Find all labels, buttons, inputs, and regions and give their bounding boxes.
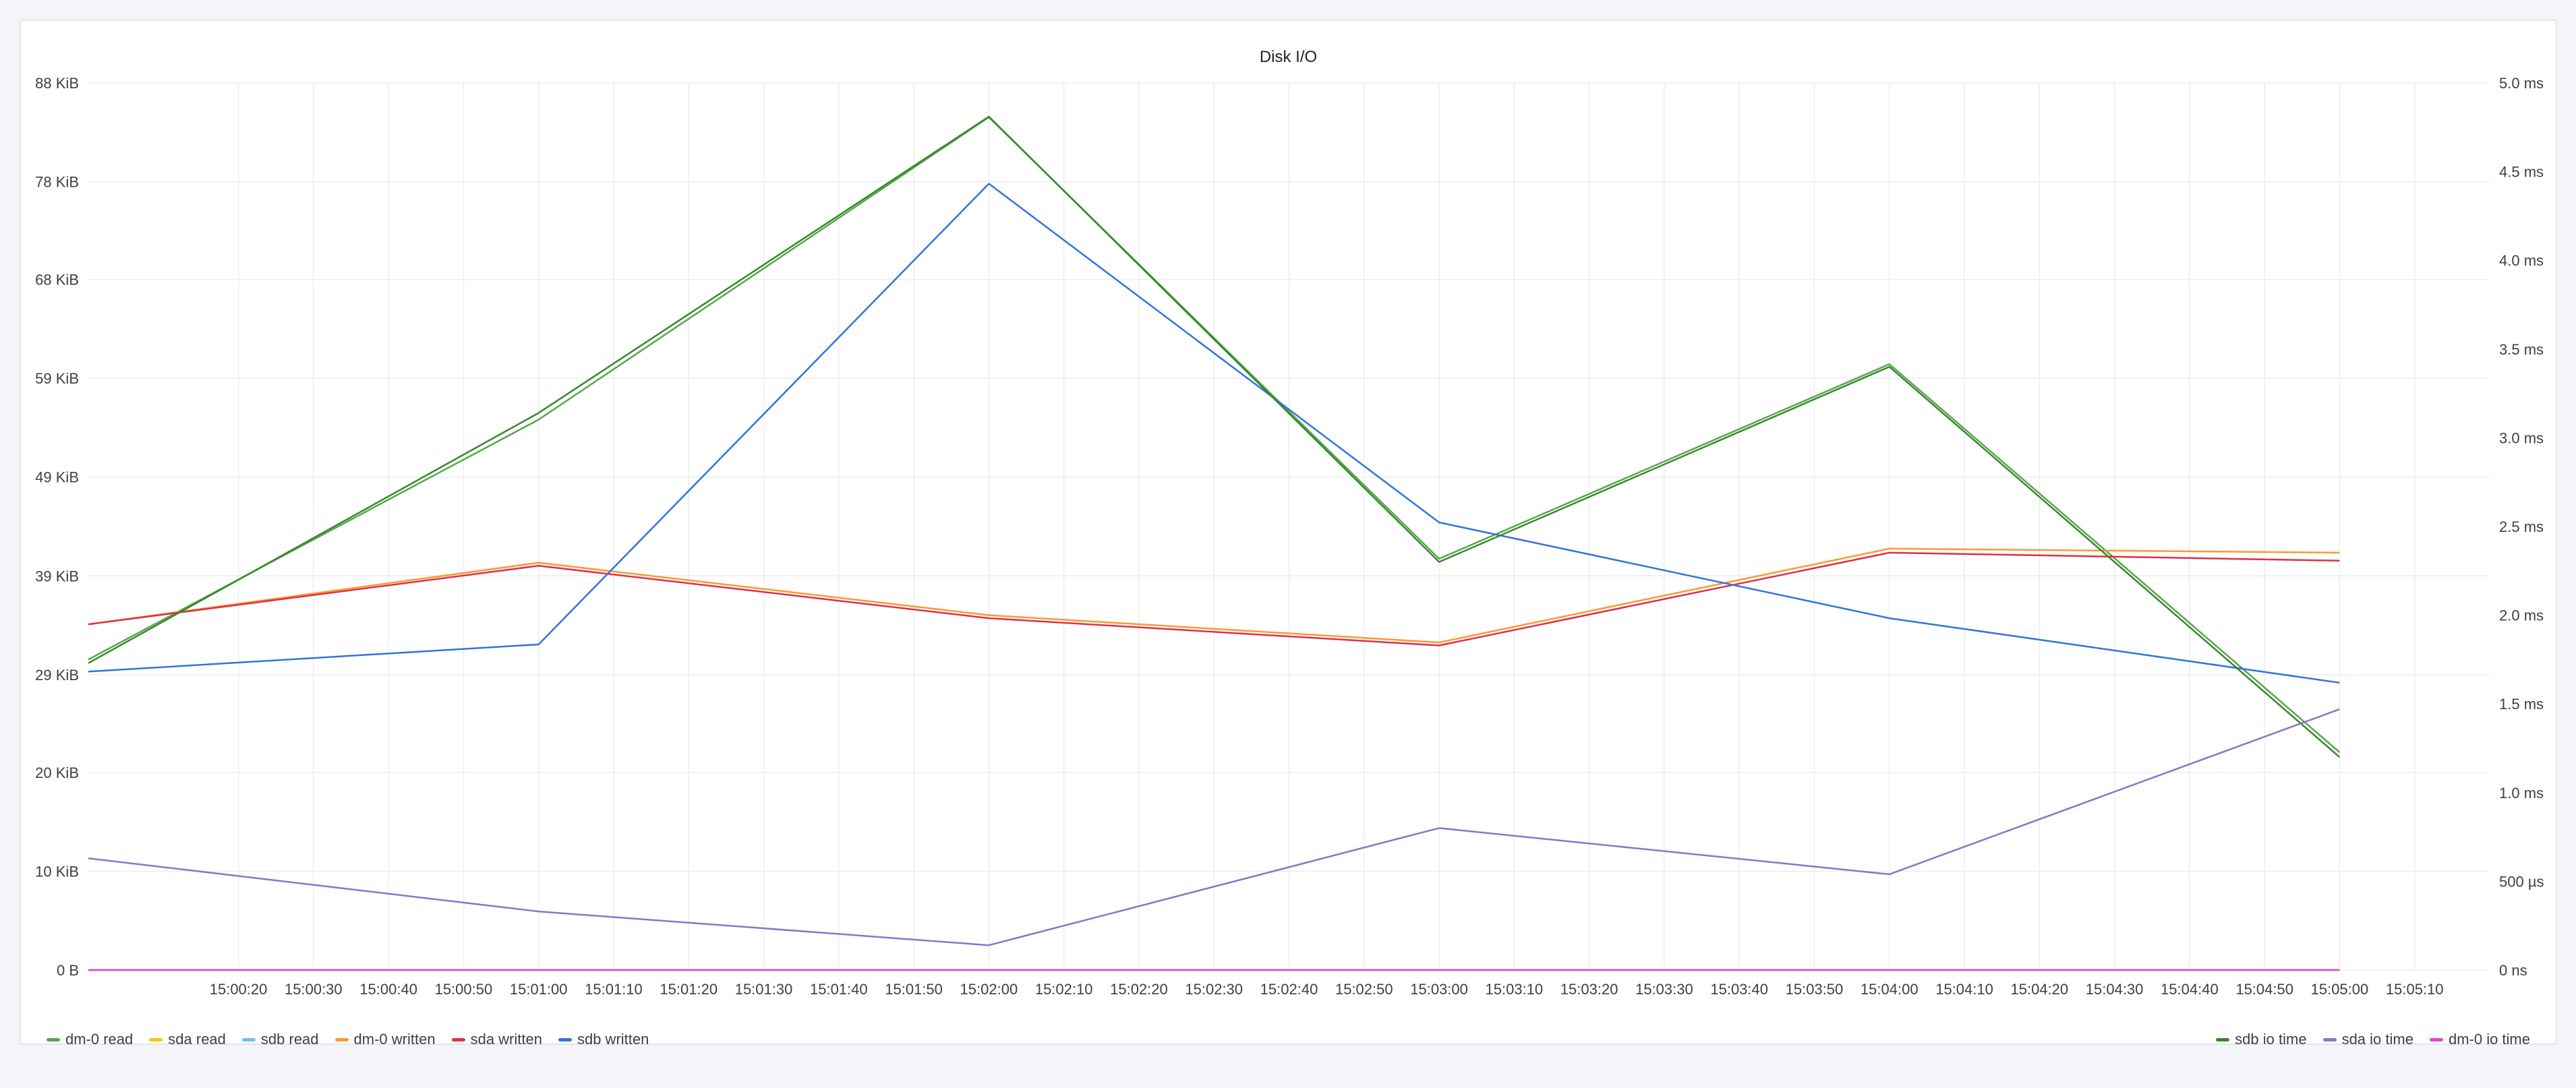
- x-tick-label: 15:04:50: [2235, 981, 2293, 998]
- y-left-tick-label: 88 KiB: [35, 75, 79, 92]
- y-left-tick-label: 10 KiB: [35, 863, 79, 880]
- x-tick-label: 15:04:20: [2010, 981, 2068, 998]
- y-left-tick-label: 59 KiB: [35, 370, 79, 387]
- legend-swatch: [2322, 1037, 2337, 1041]
- y-right-tick-label: 3.0 ms: [2499, 429, 2544, 446]
- legend-label: sda io time: [2341, 1031, 2413, 1048]
- legend-swatch: [241, 1037, 256, 1041]
- x-tick-label: 15:03:30: [1635, 981, 1693, 998]
- x-tick-label: 15:01:10: [585, 981, 643, 998]
- x-tick-label: 15:04:10: [1935, 981, 1993, 998]
- x-tick-label: 15:01:50: [885, 981, 943, 998]
- y-left-tick-label: 0 B: [57, 962, 79, 979]
- series-line-sda-io-time: [88, 708, 2340, 946]
- legend-swatch: [558, 1037, 572, 1041]
- y-right-tick-label: 0 ns: [2499, 962, 2527, 979]
- x-tick-label: 15:05:00: [2311, 981, 2369, 998]
- y-left-tick-label: 78 KiB: [35, 174, 79, 191]
- legend-item-sdb-read[interactable]: sdb read: [241, 1031, 319, 1048]
- disk-io-chart: 0 B 10 KiB 20 KiB 29 KiB 39 KiB 49 KiB 59 KiB 6…: [35, 75, 2544, 998]
- x-tick-label: 15:02:20: [1110, 981, 1168, 998]
- x-tick-label: 15:03:20: [1560, 981, 1618, 998]
- legend-label: dm-0 read: [65, 1031, 134, 1048]
- panel-title: Disk I/O: [1259, 48, 1318, 66]
- legend-swatch: [2429, 1037, 2443, 1041]
- series-line-sdb-written: [88, 183, 2340, 684]
- y-left-tick-label: 68 KiB: [35, 272, 79, 289]
- x-tick-label: 15:00:30: [285, 981, 343, 998]
- y-left-tick-label: 29 KiB: [35, 667, 79, 684]
- y-left-tick-label: 20 KiB: [35, 764, 79, 781]
- x-tick-label: 15:01:30: [735, 981, 793, 998]
- x-tick-label: 15:01:20: [660, 981, 718, 998]
- legend-label: sdb written: [577, 1031, 649, 1048]
- x-tick-label: 15:01:00: [510, 981, 568, 998]
- legend-label: sda written: [470, 1031, 542, 1048]
- y-right-tick-label: 4.0 ms: [2499, 252, 2544, 269]
- x-tick-label: 15:00:50: [435, 981, 493, 998]
- legend-swatch: [47, 1037, 60, 1041]
- x-tick-label: 15:02:50: [1335, 981, 1393, 998]
- x-tick-label: 15:04:40: [2161, 981, 2219, 998]
- legend-label: sdb io time: [2235, 1031, 2307, 1048]
- legend-item-sdb-io-time[interactable]: sdb io time: [2216, 1031, 2307, 1048]
- x-tick-label: 15:05:10: [2386, 981, 2444, 998]
- legend-swatch: [334, 1037, 349, 1041]
- y-left-tick-label: 49 KiB: [35, 469, 79, 486]
- series-line-dm-0-written: [88, 547, 2340, 644]
- legend-swatch: [2216, 1037, 2230, 1041]
- x-tick-label: 15:03:10: [1486, 981, 1544, 998]
- legend-label: sda read: [168, 1031, 226, 1048]
- legend-item-sda-written[interactable]: sda written: [451, 1031, 542, 1048]
- x-tick-label: 15:00:20: [210, 981, 268, 998]
- x-tick-label: 15:03:50: [1786, 981, 1844, 998]
- y-right-tick-label: 2.0 ms: [2499, 607, 2544, 624]
- legend-item-dm-0-io-time[interactable]: dm-0 io time: [2429, 1031, 2530, 1048]
- x-tick-label: 15:03:40: [1710, 981, 1768, 998]
- x-tick-label: 15:02:30: [1185, 981, 1243, 998]
- series-line-sdb-io-time: [88, 115, 2341, 758]
- legend-label: dm-0 io time: [2448, 1031, 2530, 1048]
- legend-item-dm-0-written[interactable]: dm-0 written: [334, 1031, 436, 1048]
- y-right-tick-label: 1.5 ms: [2499, 696, 2544, 713]
- y-right-tick-label: 2.5 ms: [2499, 518, 2544, 535]
- series-line-sda-written: [88, 551, 2340, 646]
- y-right-tick-label: 5.0 ms: [2499, 75, 2544, 92]
- legend-label: dm-0 written: [353, 1031, 436, 1048]
- x-tick-label: 15:04:00: [1861, 981, 1919, 998]
- legend-right: sdb io time sda io time dm-0 io time: [2216, 1031, 2530, 1048]
- legend-item-sdb-written[interactable]: sdb written: [558, 1031, 649, 1048]
- x-tick-label: 15:00:40: [359, 981, 417, 998]
- y-right-tick-label: 1.0 ms: [2499, 785, 2544, 802]
- x-tick-label: 15:02:00: [960, 981, 1018, 998]
- legend-item-sda-read[interactable]: sda read: [149, 1031, 226, 1048]
- y-left-tick-label: 39 KiB: [35, 568, 79, 584]
- x-tick-label: 15:02:10: [1035, 981, 1093, 998]
- legend-left: dm-0 read sda read sdb read dm-0 written sda…: [47, 1031, 649, 1048]
- legend-swatch: [149, 1037, 163, 1041]
- y-right-tick-label: 4.5 ms: [2499, 164, 2544, 181]
- x-tick-label: 15:04:30: [2086, 981, 2144, 998]
- x-tick-label: 15:02:40: [1260, 981, 1318, 998]
- legend-item-sda-io-time[interactable]: sda io time: [2322, 1031, 2413, 1048]
- x-tick-label: 15:01:40: [810, 981, 868, 998]
- y-right-tick-label: 500 µs: [2499, 873, 2544, 890]
- disk-io-panel: Disk I/O 0 B 10 KiB 20 KiB 29 KiB 39 KiB 49 K…: [20, 20, 2557, 1048]
- legend-label: sdb read: [260, 1031, 319, 1048]
- legend-swatch: [451, 1037, 465, 1041]
- series-line-dm-0-read: [88, 116, 2341, 753]
- x-tick-label: 15:03:00: [1410, 981, 1468, 998]
- y-right-tick-label: 3.5 ms: [2499, 341, 2544, 358]
- legend-item-dm-0-read[interactable]: dm-0 read: [47, 1031, 133, 1048]
